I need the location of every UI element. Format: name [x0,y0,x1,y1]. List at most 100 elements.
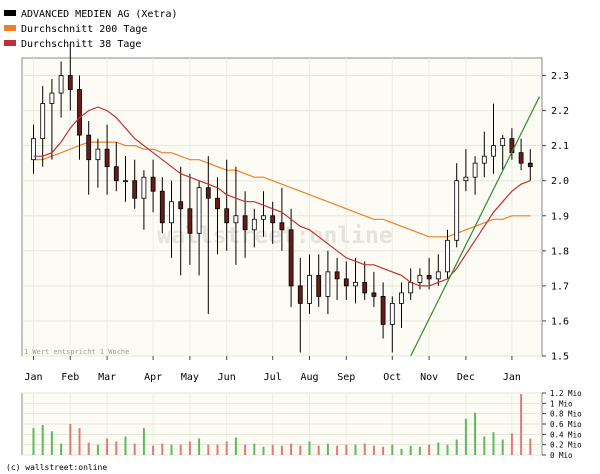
candle [95,138,101,188]
volume-bar [409,445,412,455]
volume-bar [382,446,385,455]
month-label: Apr [144,372,162,383]
volume-bar [446,444,449,455]
volume-bar [133,443,136,455]
volume-bar [400,448,403,455]
legend: ADVANCED MEDIEN AG (Xetra) Durchschnitt … [4,9,178,50]
y-tick-label: 1.8 [551,246,569,257]
candle-body [445,239,450,273]
candle-body [104,148,110,168]
candle-body [435,271,441,280]
ma38-line [33,106,531,287]
month-label: Jun [218,372,236,383]
volume-tick-label: 0 Mio [550,451,573,460]
volume-bar [188,441,191,455]
volume-bar [271,444,274,455]
candle [178,166,184,276]
volume-bar [124,436,127,455]
volume-bar [308,441,311,455]
candle [362,261,368,300]
candle-body [408,281,414,294]
candle [251,208,257,248]
candle-body [261,215,266,220]
candle [86,121,92,195]
month-label: Feb [61,372,79,383]
candle [49,79,55,160]
candle-body [251,218,257,231]
volume-tick-label: 1 Mio [550,399,573,408]
volume-bar [492,432,495,455]
candle [316,254,322,307]
month-label: Nov [420,372,438,383]
candle [123,156,128,202]
volume-bar [455,439,458,455]
month-label: Jan [24,372,42,383]
candle-body [343,278,349,287]
candle [261,191,266,237]
volume-bar [363,443,366,455]
candle [380,282,386,339]
volume-bar [244,444,247,455]
candle-body [178,201,184,210]
volume-bar [299,445,302,455]
candle [353,257,358,304]
volume-bar [280,445,283,455]
candle [113,142,119,192]
volume-bar [96,444,99,455]
volume-bar [106,438,109,455]
candle-body [86,134,92,161]
candle-body [95,148,101,161]
month-label: Jul [264,372,282,383]
candle [215,177,220,255]
candle [58,61,64,118]
candle-body [399,292,404,304]
volume-bar [483,436,486,455]
candle-body [242,215,248,231]
candle-body [40,103,46,140]
volume-bar [78,428,81,455]
candle [159,177,165,234]
volume-bar [225,441,228,455]
candle-body [31,138,36,161]
watermark: wallstreet:online [157,223,392,249]
volume-bar [290,443,293,455]
volume-bar [207,444,210,455]
candle [399,282,404,328]
volume-bar [391,444,394,455]
y-tick-label: 1.9 [551,211,569,222]
candle-body [353,281,358,287]
candle [187,173,193,265]
y-tick-label: 2.0 [551,176,569,187]
candle [31,124,36,174]
candle [141,170,147,230]
volume-bar [253,443,256,455]
trend-line [410,96,541,357]
volume-bar [262,446,265,455]
candle-body [389,303,395,325]
volume-bar [234,437,237,455]
candle [481,131,487,178]
candle-body [500,138,506,147]
volume-bar [474,412,477,455]
footnote-week: 1 Wert entspricht 1 Woche [24,348,129,356]
volume-bar [170,444,173,455]
candle [426,257,432,290]
candle-body [224,208,230,224]
candle [389,296,395,353]
candle-body [58,75,64,94]
candle-body [417,274,423,283]
candle [472,156,478,195]
volume-bar [69,424,72,455]
candle [67,43,73,111]
candle [454,163,460,248]
candle-body [67,75,73,90]
candle [40,86,46,167]
candle-body [334,271,340,280]
candle [279,187,285,251]
candle-body [215,197,220,210]
candle-body [205,187,211,199]
candle-body [49,92,55,104]
volume-bar [520,394,523,455]
legend-swatch-0 [4,10,16,16]
